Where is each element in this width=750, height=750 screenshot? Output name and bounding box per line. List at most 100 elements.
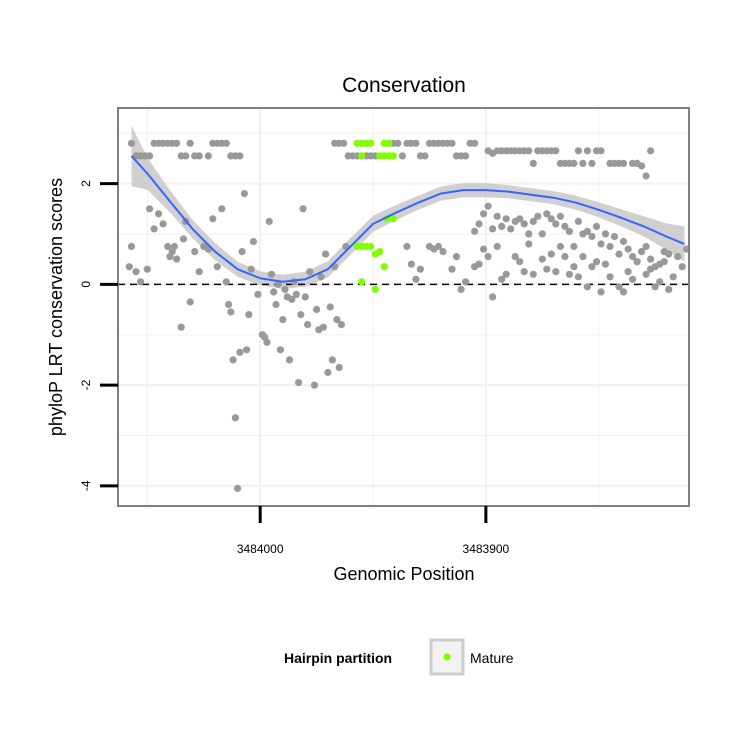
data-point: [601, 260, 610, 268]
data-point: [520, 220, 528, 228]
data-point: [274, 280, 282, 288]
data-point: [471, 139, 479, 147]
data-point: [403, 242, 411, 251]
data-point: [588, 159, 596, 167]
data-point: [310, 381, 318, 389]
data-point-mature: [367, 242, 375, 251]
data-point: [547, 250, 555, 258]
data-point: [674, 253, 682, 261]
data-point: [615, 283, 623, 291]
data-point: [489, 225, 497, 233]
data-point: [324, 368, 332, 377]
data-point: [669, 273, 677, 281]
data-point: [629, 253, 637, 261]
data-point: [306, 268, 314, 276]
data-point: [222, 278, 230, 286]
data-point: [601, 230, 610, 238]
data-point: [647, 255, 655, 263]
data-point: [288, 295, 296, 303]
data-point: [335, 363, 343, 372]
data-point: [448, 265, 456, 273]
y-tick-label: 0: [79, 281, 93, 288]
data-point: [583, 227, 592, 235]
data-point: [475, 220, 483, 228]
data-point: [218, 205, 226, 213]
data-point: [638, 162, 646, 170]
data-point: [606, 242, 614, 251]
data-point: [624, 268, 632, 276]
data-point: [333, 316, 341, 324]
data-point: [583, 147, 592, 155]
data-point: [525, 230, 533, 238]
data-point: [574, 273, 583, 281]
data-point: [511, 253, 519, 261]
data-points: [125, 139, 691, 492]
data-point-mature: [376, 248, 384, 256]
data-point: [525, 147, 533, 155]
data-point: [552, 147, 560, 155]
data-point: [173, 139, 181, 147]
chart-title: Conservation: [342, 74, 466, 97]
data-point: [484, 253, 492, 261]
plot-panel: [117, 107, 691, 507]
data-point: [182, 152, 190, 160]
data-point: [629, 275, 637, 283]
data-point: [173, 255, 181, 263]
data-point: [665, 285, 673, 293]
data-point: [579, 159, 587, 167]
y-axis: -4 -2 0 2: [79, 180, 118, 491]
data-point: [209, 215, 217, 223]
data-point: [272, 300, 280, 309]
data-point: [502, 270, 510, 278]
data-point: [556, 242, 565, 251]
data-point: [155, 210, 163, 218]
data-point: [556, 212, 565, 220]
data-point: [213, 263, 221, 271]
data-point: [619, 237, 628, 246]
data-point: [270, 288, 278, 296]
data-point: [177, 323, 185, 331]
data-point: [642, 172, 650, 180]
data-point: [265, 217, 273, 225]
data-point: [543, 265, 551, 273]
data-point-mature: [380, 263, 388, 271]
data-point: [313, 305, 321, 314]
data-point: [227, 308, 235, 316]
data-point: [538, 255, 546, 263]
data-point: [279, 316, 287, 324]
data-point: [588, 263, 596, 271]
smooth-line: [130, 155, 685, 283]
x-tick-label: 3484000: [237, 542, 284, 556]
data-point: [516, 258, 524, 266]
data-point: [234, 484, 242, 492]
data-point: [326, 303, 334, 311]
data-point: [597, 288, 605, 296]
legend-title: Hairpin partition: [284, 650, 392, 666]
data-point: [125, 263, 133, 271]
data-point: [642, 270, 650, 278]
data-point: [247, 265, 255, 273]
data-point: [583, 283, 592, 291]
data-point: [565, 270, 574, 278]
x-axis: 3484000 3483900: [237, 506, 510, 556]
data-point: [407, 260, 415, 268]
data-point: [439, 248, 447, 256]
data-point: [448, 139, 456, 147]
data-point: [570, 159, 578, 167]
data-point: [606, 273, 614, 281]
data-point: [665, 250, 673, 258]
data-point: [484, 202, 492, 210]
data-point: [597, 147, 605, 155]
data-point: [164, 242, 172, 251]
data-point: [610, 232, 619, 241]
data-point: [231, 414, 239, 422]
data-point-mature: [358, 152, 366, 160]
data-point: [574, 217, 583, 225]
data-point: [475, 260, 483, 268]
data-point: [412, 139, 420, 147]
data-point: [229, 356, 237, 364]
data-point: [263, 338, 271, 346]
data-point: [243, 346, 251, 354]
data-point: [565, 227, 574, 235]
data-point: [507, 225, 515, 233]
